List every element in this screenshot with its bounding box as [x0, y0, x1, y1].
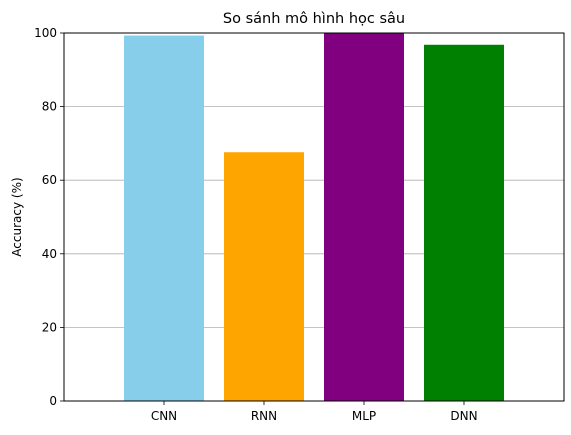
y-tick-label: 20: [42, 320, 57, 334]
y-tick-label: 60: [42, 173, 57, 187]
bar-cnn: [124, 35, 204, 402]
y-axis-ticks: 0 20 40 60 80 100: [34, 26, 64, 408]
y-tick-label: 80: [42, 100, 57, 114]
y-tick-label: 100: [34, 26, 57, 40]
plot-frame: [63, 32, 565, 402]
chart-title: So sánh mô hình học sâu: [223, 11, 405, 27]
x-tick-label: MLP: [352, 409, 376, 423]
y-tick-label: 0: [49, 394, 57, 408]
y-axis-title: Accuracy (%): [10, 177, 24, 256]
bar-dnn: [424, 44, 504, 401]
x-axis-ticks: CNN RNN MLP DNN: [151, 401, 478, 423]
bars: [124, 33, 504, 402]
x-tick-label: DNN: [450, 409, 477, 423]
y-tick-label: 40: [42, 247, 57, 261]
bar-mlp: [324, 33, 404, 401]
x-tick-label: RNN: [251, 409, 277, 423]
x-tick-label: CNN: [151, 409, 177, 423]
bar-rnn: [224, 152, 304, 401]
